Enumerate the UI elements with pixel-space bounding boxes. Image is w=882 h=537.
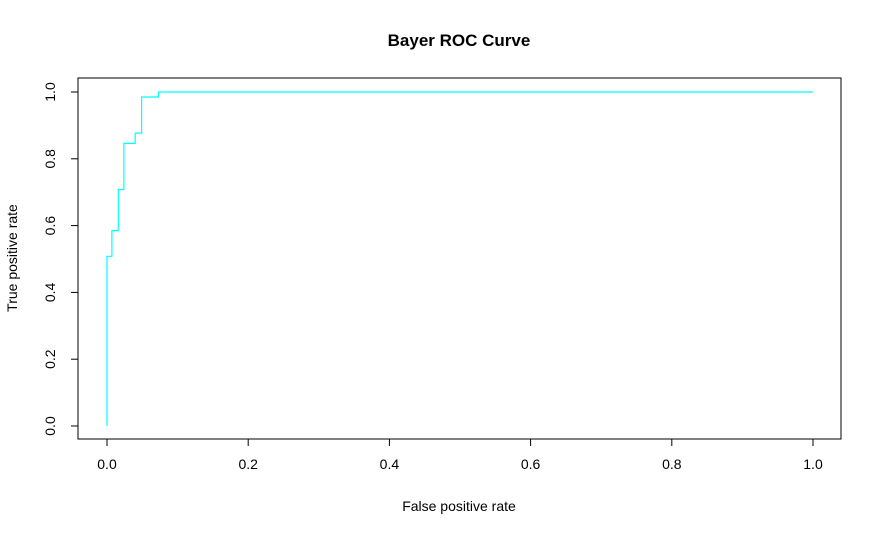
y-tick-label: 1.0 — [42, 82, 58, 102]
y-tick-label: 0.4 — [42, 282, 58, 302]
y-tick-label: 0.8 — [42, 149, 58, 169]
y-tick-label: 0.6 — [42, 216, 58, 236]
x-tick-label: 0.2 — [238, 456, 258, 472]
x-tick-label: 1.0 — [803, 456, 823, 472]
plot-frame — [77, 77, 842, 440]
x-tick-label: 0.0 — [97, 456, 117, 472]
roc-curve-line — [106, 91, 813, 426]
y-axis-label: True positive rate — [4, 204, 20, 312]
series-layer — [106, 91, 813, 426]
y-tick-label: 0.2 — [42, 349, 58, 369]
x-tick-label: 0.4 — [380, 456, 400, 472]
x-axis-label: False positive rate — [402, 498, 516, 514]
y-axis: 0.0 0.2 0.4 0.6 0.8 1.0 — [42, 82, 79, 436]
y-tick-label: 0.0 — [42, 416, 58, 436]
x-axis: 0.0 0.2 0.4 0.6 0.8 1.0 — [97, 438, 823, 472]
x-tick-label: 0.8 — [662, 456, 682, 472]
x-tick-label: 0.6 — [521, 456, 541, 472]
chart-title: Bayer ROC Curve — [388, 31, 531, 50]
